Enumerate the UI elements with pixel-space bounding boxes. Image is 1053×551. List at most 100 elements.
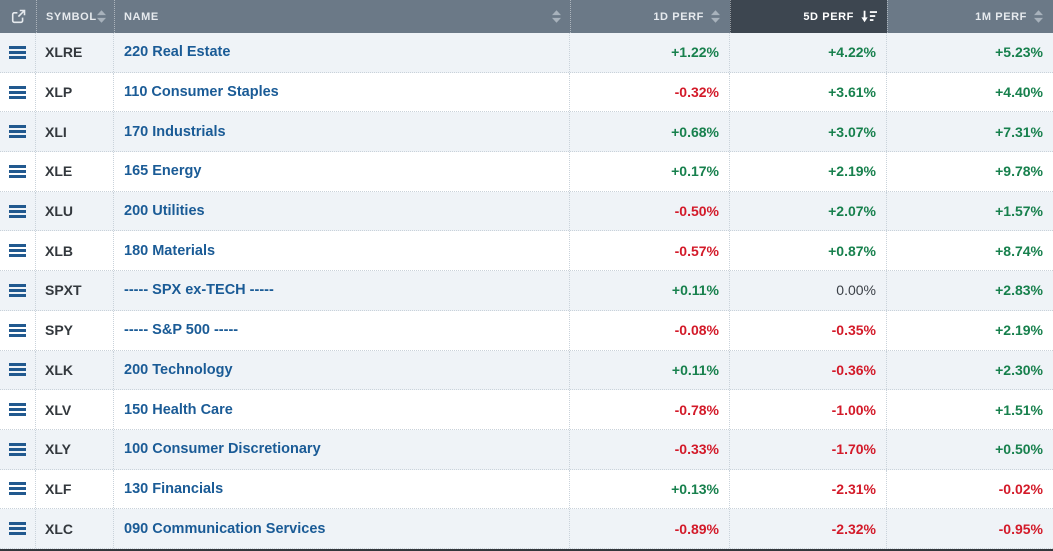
table-row: SPY ----- S&P 500 ----- -0.08% -0.35% +2…	[0, 310, 1053, 351]
row-perf-1d: -0.08%	[570, 310, 730, 350]
row-perf-5d: -0.35%	[730, 310, 887, 350]
row-menu-cell[interactable]	[0, 350, 36, 390]
header-cell-name[interactable]: NAME	[114, 0, 570, 33]
row-menu-cell[interactable]	[0, 469, 36, 509]
row-menu-cell[interactable]	[0, 231, 36, 271]
header-cell-perf-1m[interactable]: 1M PERF	[887, 0, 1053, 33]
row-menu-cell[interactable]	[0, 72, 36, 112]
row-perf-5d: +3.07%	[730, 112, 887, 152]
row-symbol: XLC	[36, 509, 114, 548]
row-perf-5d: +2.19%	[730, 152, 887, 191]
hamburger-menu-icon	[9, 522, 26, 536]
row-name-cell: ----- S&P 500 -----	[114, 310, 570, 350]
header-cell-symbol[interactable]: SYMBOL	[36, 0, 114, 33]
row-perf-1m: +9.78%	[995, 163, 1043, 180]
row-name-cell: 150 Health Care	[114, 390, 570, 429]
table-row: XLV 150 Health Care -0.78% -1.00% +1.51%	[0, 390, 1053, 430]
hamburger-menu-icon	[9, 164, 26, 178]
row-perf-1m: -0.02%	[998, 480, 1043, 497]
header-label-symbol: SYMBOL	[46, 10, 97, 23]
table-row: XLF 130 Financials +0.13% -2.31% -0.02%	[0, 469, 1053, 510]
row-name-cell: 180 Materials	[114, 231, 570, 271]
row-name-link[interactable]: 150 Health Care	[124, 401, 233, 418]
header-label-perf-5d: 5D PERF	[803, 10, 854, 23]
row-menu-cell[interactable]	[0, 390, 36, 429]
row-name-link[interactable]: 130 Financials	[124, 480, 224, 497]
row-name-link[interactable]: 100 Consumer Discretionary	[124, 441, 321, 458]
row-symbol: SPY	[36, 310, 114, 350]
header-label-name: NAME	[124, 10, 159, 23]
row-perf-1d: +0.11%	[570, 350, 730, 390]
sort-updown-icon	[711, 10, 720, 23]
row-perf-1d: -0.78%	[570, 390, 730, 429]
row-perf-1m: +1.51%	[995, 401, 1043, 418]
row-menu-cell[interactable]	[0, 33, 36, 72]
row-perf-5d: +0.87%	[730, 231, 887, 271]
table-body: XLRE 220 Real Estate +1.22% +4.22% +5.23…	[0, 33, 1053, 549]
row-name-link[interactable]: 110 Consumer Staples	[124, 84, 279, 101]
row-perf-5d: -2.31%	[730, 469, 887, 509]
sort-amount-desc-icon	[861, 10, 877, 23]
row-name-cell: 165 Energy	[114, 152, 570, 191]
table-row: XLI 170 Industrials +0.68% +3.07% +7.31%	[0, 112, 1053, 153]
hamburger-menu-icon	[9, 482, 26, 496]
header-cell-perf-1d[interactable]: 1D PERF	[570, 0, 730, 33]
header-cell-link[interactable]	[0, 0, 36, 33]
row-name-cell: 110 Consumer Staples	[114, 72, 570, 112]
row-perf-1d: -0.50%	[570, 191, 730, 231]
row-perf-1m: +1.57%	[995, 203, 1043, 220]
sort-updown-icon	[96, 10, 106, 23]
row-symbol: XLB	[36, 231, 114, 271]
row-name-cell: 100 Consumer Discretionary	[114, 429, 570, 469]
row-perf-1m: +5.23%	[995, 44, 1043, 61]
row-menu-cell[interactable]	[0, 429, 36, 469]
row-perf-5d: +2.07%	[730, 191, 887, 231]
row-symbol: XLV	[36, 390, 114, 429]
row-menu-cell[interactable]	[0, 271, 36, 310]
table-row: XLB 180 Materials -0.57% +0.87% +8.74%	[0, 231, 1053, 272]
row-name-link[interactable]: ----- S&P 500 -----	[124, 322, 239, 339]
row-symbol: XLI	[36, 112, 114, 152]
row-name-link[interactable]: 200 Technology	[124, 361, 233, 378]
sort-updown-icon	[1034, 10, 1043, 23]
row-name-cell: 130 Financials	[114, 469, 570, 509]
row-name-link[interactable]: 090 Communication Services	[124, 520, 326, 537]
row-perf-1m: +4.40%	[995, 84, 1043, 101]
row-name-link[interactable]: 220 Real Estate	[124, 44, 231, 61]
table-row: XLY 100 Consumer Discretionary -0.33% -1…	[0, 429, 1053, 470]
row-symbol: SPXT	[36, 271, 114, 310]
row-name-cell: 090 Communication Services	[114, 509, 570, 548]
row-menu-cell[interactable]	[0, 152, 36, 191]
row-name-cell: 200 Utilities	[114, 191, 570, 231]
row-symbol: XLF	[36, 469, 114, 509]
row-symbol: XLE	[36, 152, 114, 191]
row-name-link[interactable]: 180 Materials	[124, 242, 216, 259]
table-row: XLK 200 Technology +0.11% -0.36% +2.30%	[0, 350, 1053, 391]
row-menu-cell[interactable]	[0, 112, 36, 152]
row-name-cell: ----- SPX ex-TECH -----	[114, 271, 570, 310]
row-perf-5d: 0.00%	[730, 271, 887, 310]
row-name-link[interactable]: 170 Industrials	[124, 123, 226, 140]
hamburger-menu-icon	[9, 403, 26, 417]
row-menu-cell[interactable]	[0, 310, 36, 350]
row-menu-cell[interactable]	[0, 191, 36, 231]
row-perf-1d: +0.11%	[570, 271, 730, 310]
row-perf-5d: +4.22%	[730, 33, 887, 72]
row-perf-1d: -0.57%	[570, 231, 730, 271]
header-cell-perf-5d[interactable]: 5D PERF	[730, 0, 887, 33]
row-menu-cell[interactable]	[0, 509, 36, 548]
row-perf-1m: +7.31%	[995, 123, 1043, 140]
row-perf-1d: +1.22%	[570, 33, 730, 72]
row-name-link[interactable]: ----- SPX ex-TECH -----	[124, 282, 274, 299]
table-row: XLU 200 Utilities -0.50% +2.07% +1.57%	[0, 191, 1053, 232]
hamburger-menu-icon	[9, 244, 26, 258]
row-perf-1d: -0.89%	[570, 509, 730, 548]
table-row: XLRE 220 Real Estate +1.22% +4.22% +5.23…	[0, 33, 1053, 73]
row-name-link[interactable]: 200 Utilities	[124, 203, 205, 220]
row-perf-5d: -1.00%	[730, 390, 887, 429]
row-perf-5d: -0.36%	[730, 350, 887, 390]
row-symbol: XLU	[36, 191, 114, 231]
table-row: XLE 165 Energy +0.17% +2.19% +9.78%	[0, 152, 1053, 192]
row-name-link[interactable]: 165 Energy	[124, 163, 202, 180]
